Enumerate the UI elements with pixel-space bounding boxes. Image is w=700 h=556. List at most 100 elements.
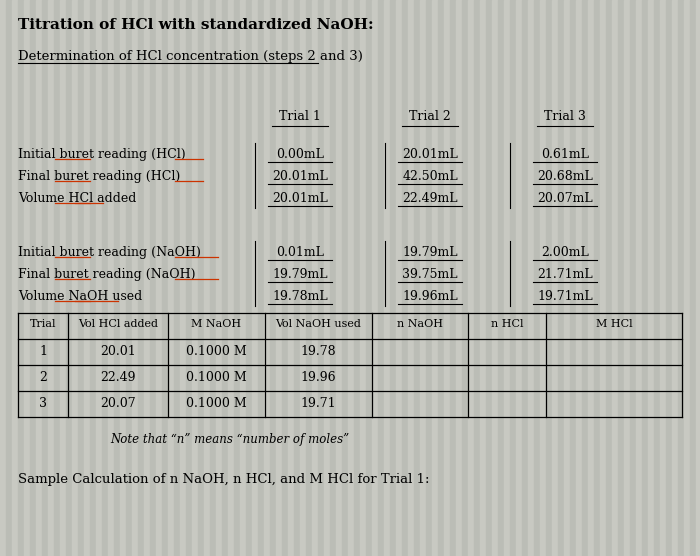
Bar [108,0,114,556]
Text: 2: 2 [39,371,47,384]
Bar [18,0,24,556]
Text: 20.01: 20.01 [100,345,136,358]
Bar [660,0,666,556]
Bar [186,0,192,556]
Bar [684,0,690,556]
Text: Vol NaOH used: Vol NaOH used [276,319,361,329]
Bar [72,0,78,556]
Bar [450,0,456,556]
Bar [78,0,84,556]
Bar [444,0,450,556]
Bar [126,0,132,556]
Text: 19.78: 19.78 [301,345,336,358]
Bar [396,0,402,556]
Bar [666,0,672,556]
Text: Trial 1: Trial 1 [279,110,321,123]
Text: n NaOH: n NaOH [397,319,443,329]
Bar [234,0,240,556]
Text: 20.01mL: 20.01mL [272,192,328,205]
Bar [372,0,378,556]
Text: Note that “n” means “number of moles”: Note that “n” means “number of moles” [110,433,349,446]
Bar [96,0,102,556]
Bar [624,0,630,556]
Text: 3: 3 [39,397,47,410]
Bar [510,0,516,556]
Bar [540,0,546,556]
Text: Titration of HCl with standardized NaOH:: Titration of HCl with standardized NaOH: [18,18,374,32]
Bar [480,0,486,556]
Bar [348,0,354,556]
Text: 20.07: 20.07 [100,397,136,410]
Text: 20.68mL: 20.68mL [537,170,593,183]
Bar [138,0,144,556]
Bar [342,0,348,556]
Bar [696,0,700,556]
Bar [546,0,552,556]
Bar [378,0,384,556]
Text: 19.71: 19.71 [301,397,336,410]
Bar [528,0,534,556]
Bar [144,0,150,556]
Text: Vol HCl added: Vol HCl added [78,319,158,329]
Text: M HCl: M HCl [596,319,632,329]
Text: 21.71mL: 21.71mL [537,268,593,281]
Bar [120,0,126,556]
Bar [390,0,396,556]
Bar [366,0,372,556]
Bar [300,0,306,556]
Bar [384,0,390,556]
Bar [228,0,234,556]
Text: 19.96mL: 19.96mL [402,290,458,303]
Bar [312,0,318,556]
Bar [336,0,342,556]
Bar [180,0,186,556]
Bar [270,0,276,556]
Text: 39.75mL: 39.75mL [402,268,458,281]
Bar [636,0,642,556]
Bar [678,0,684,556]
Bar [90,0,96,556]
Text: Initial buret reading (NaOH): Initial buret reading (NaOH) [18,246,201,259]
Bar [222,0,228,556]
Bar [648,0,654,556]
Text: 19.71mL: 19.71mL [537,290,593,303]
Bar [150,0,156,556]
Bar [414,0,420,556]
Bar [102,0,108,556]
Bar [324,0,330,556]
Text: Trial: Trial [29,319,56,329]
Bar [618,0,624,556]
Text: 0.1000 M: 0.1000 M [186,371,247,384]
Bar [288,0,294,556]
Bar [582,0,588,556]
Text: Final buret reading (NaOH): Final buret reading (NaOH) [18,268,195,281]
Text: Determination of HCl concentration (steps 2 and 3): Determination of HCl concentration (step… [18,50,363,63]
Bar [432,0,438,556]
Bar [156,0,162,556]
Text: 19.96: 19.96 [301,371,336,384]
Bar [468,0,474,556]
Bar [264,0,270,556]
Bar [654,0,660,556]
Text: 20.01mL: 20.01mL [402,148,458,161]
Bar [402,0,408,556]
Bar [420,0,426,556]
Text: Trial 3: Trial 3 [544,110,586,123]
Bar [84,0,90,556]
Bar [426,0,432,556]
Bar [534,0,540,556]
Text: Initial buret reading (HCl): Initial buret reading (HCl) [18,148,186,161]
Bar [48,0,54,556]
Bar [630,0,636,556]
Bar [588,0,594,556]
Bar [282,0,288,556]
Bar [690,0,696,556]
Bar [522,0,528,556]
Text: 22.49: 22.49 [100,371,136,384]
Bar [354,0,360,556]
Bar [642,0,648,556]
Text: 0.1000 M: 0.1000 M [186,345,247,358]
Text: 0.1000 M: 0.1000 M [186,397,247,410]
Bar [558,0,564,556]
Bar [276,0,282,556]
